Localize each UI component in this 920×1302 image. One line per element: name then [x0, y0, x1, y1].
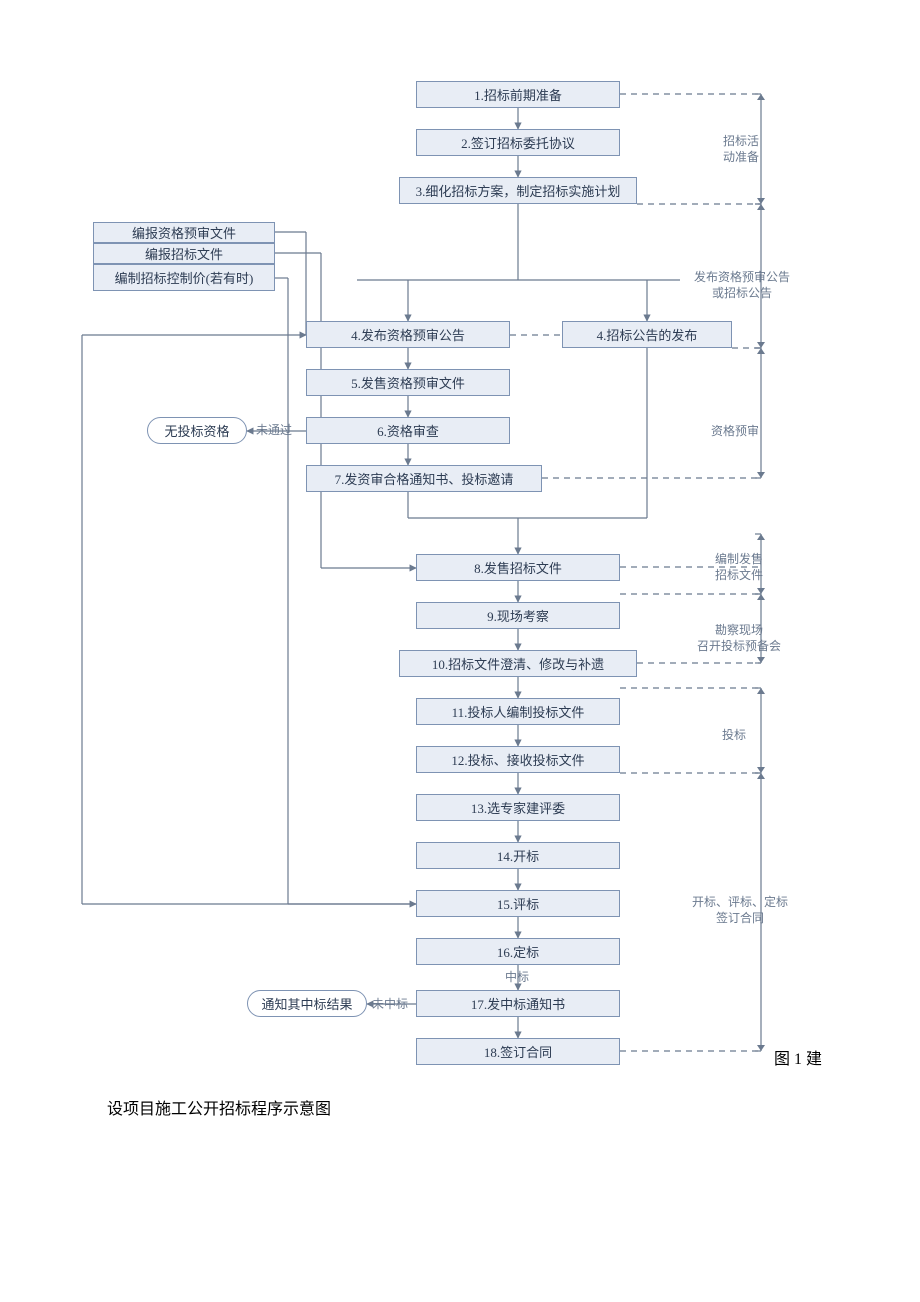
edge-label-el1: 未通过: [256, 422, 292, 438]
node-n13: 13.选专家建评委: [416, 794, 620, 821]
node-n7: 7.发资审合格通知书、投标邀请: [306, 465, 542, 492]
node-n1: 1.招标前期准备: [416, 81, 620, 108]
node-n5: 5.发售资格预审文件: [306, 369, 510, 396]
node-n15: 15.评标: [416, 890, 620, 917]
node-a2: 编报招标文件: [93, 243, 275, 264]
edge-label-el2: 中标: [505, 969, 529, 985]
flowchart-canvas: 图 1 建 设项目施工公开招标程序示意图 1.招标前期准备 2.签订招标委托协议 3…: [0, 0, 920, 1302]
node-n2: 2.签订招标委托协议: [416, 129, 620, 156]
node-n9: 9.现场考察: [416, 602, 620, 629]
phase-label-p3: 资格预审: [711, 423, 759, 439]
edge-label-el3: 未中标: [372, 996, 408, 1012]
node-n4b: 4.招标公告的发布: [562, 321, 732, 348]
node-n3: 3.细化招标方案，制定招标实施计划: [399, 177, 637, 204]
node-b2: 通知其中标结果: [247, 990, 367, 1017]
node-n11: 11.投标人编制投标文件: [416, 698, 620, 725]
phase-label-p5: 勘察现场 召开投标预备会: [697, 622, 781, 654]
node-n4a: 4.发布资格预审公告: [306, 321, 510, 348]
node-a3: 编制招标控制价(若有时): [93, 264, 275, 291]
phase-label-p1: 招标活 动准备: [723, 133, 759, 165]
phase-label-p6: 投标: [722, 727, 746, 743]
node-n18: 18.签订合同: [416, 1038, 620, 1065]
caption-part1: 图 1 建: [774, 1045, 822, 1069]
phase-label-p2: 发布资格预审公告 或招标公告: [694, 269, 790, 301]
node-n8: 8.发售招标文件: [416, 554, 620, 581]
node-n10: 10.招标文件澄清、修改与补遗: [399, 650, 637, 677]
node-n6: 6.资格审查: [306, 417, 510, 444]
node-a1: 编报资格预审文件: [93, 222, 275, 243]
phase-label-p4: 编制发售 招标文件: [715, 551, 763, 583]
phase-label-p7: 开标、评标、定标 签订合同: [692, 894, 788, 926]
node-n16: 16.定标: [416, 938, 620, 965]
node-b1: 无投标资格: [147, 417, 247, 444]
node-n12: 12.投标、接收投标文件: [416, 746, 620, 773]
caption-part2: 设项目施工公开招标程序示意图: [107, 1095, 331, 1119]
node-n14: 14.开标: [416, 842, 620, 869]
node-n17: 17.发中标通知书: [416, 990, 620, 1017]
